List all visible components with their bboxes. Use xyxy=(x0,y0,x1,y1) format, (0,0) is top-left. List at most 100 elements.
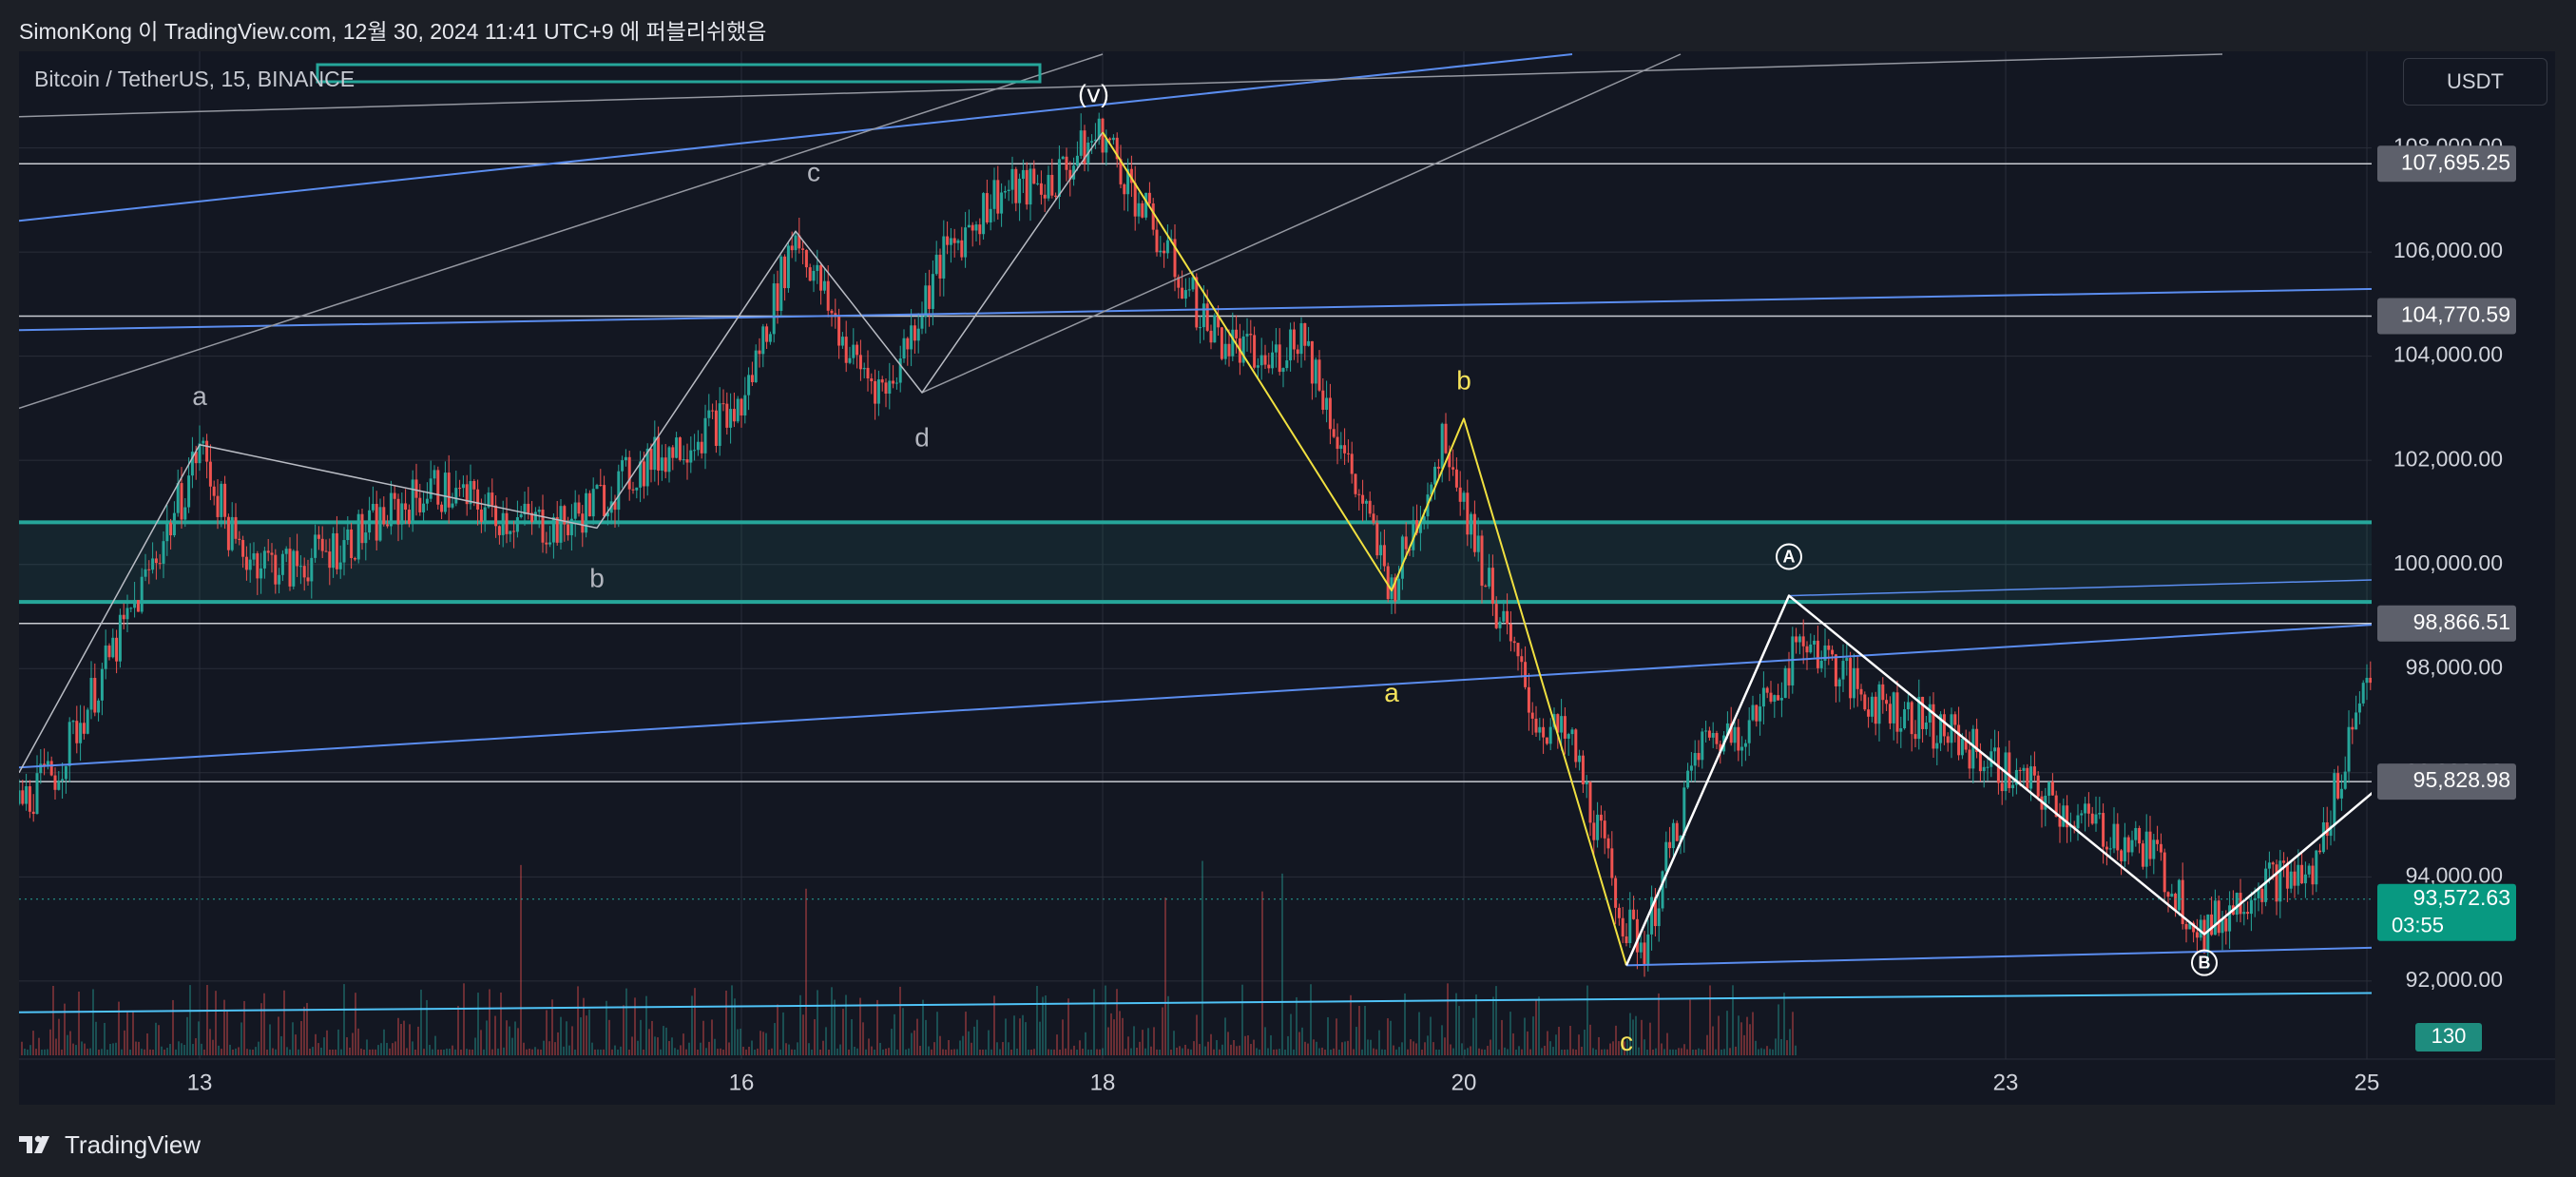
volume-bar xyxy=(223,999,225,1055)
level-price-text: 107,695.25 xyxy=(2401,149,2510,174)
tradingview-logo-icon[interactable] xyxy=(19,1133,55,1156)
candle-body xyxy=(53,775,57,790)
volume-bar xyxy=(1364,1005,1366,1055)
volume-bar xyxy=(440,1049,442,1055)
volume-bar xyxy=(1067,998,1069,1055)
candle-body xyxy=(1480,535,1484,587)
volume-bar xyxy=(32,1031,34,1055)
volume-bar xyxy=(1019,1018,1021,1055)
candle-body xyxy=(1986,766,1990,768)
candle-body xyxy=(2275,864,2278,902)
candle-body xyxy=(61,779,65,781)
volume-bar xyxy=(985,1049,987,1055)
volume-bar xyxy=(1070,1049,1072,1055)
volume-bar xyxy=(765,1032,767,1055)
candle-body xyxy=(1578,755,1582,762)
candle-body xyxy=(140,576,144,612)
volume-bar xyxy=(406,1048,408,1055)
candle-body xyxy=(848,357,852,363)
candle-body xyxy=(1588,781,1592,823)
candle-body xyxy=(1227,343,1231,357)
volume-bar xyxy=(1387,1018,1389,1055)
candle-body xyxy=(443,473,447,512)
candle-body xyxy=(1516,643,1520,657)
candle-body xyxy=(494,505,498,527)
candle-body xyxy=(292,550,296,587)
volume-bar xyxy=(289,1049,291,1055)
volume-bar xyxy=(551,999,553,1055)
candle-body xyxy=(1075,155,1079,166)
candle-body xyxy=(816,264,819,271)
candle-body xyxy=(360,513,364,544)
candle-body xyxy=(353,558,356,560)
candle-body xyxy=(1971,728,1975,769)
price-tick-label: 98,000.00 xyxy=(2406,654,2503,679)
candle-body xyxy=(1231,329,1235,357)
candle-body xyxy=(1209,330,1213,343)
candle-body xyxy=(2000,782,2004,792)
candle-body xyxy=(1195,277,1199,328)
candle-body xyxy=(1524,662,1528,687)
volume-bar xyxy=(238,1047,240,1055)
volume-bar xyxy=(517,1028,519,1055)
candle-body xyxy=(266,550,270,553)
volume-bar xyxy=(240,1022,242,1055)
candle-body xyxy=(1418,522,1422,533)
candle-body xyxy=(31,811,35,815)
circled-wave-label-text: A xyxy=(1783,547,1796,566)
volume-bar xyxy=(1723,1049,1725,1055)
candle-body xyxy=(2369,677,2373,684)
volume-bar xyxy=(172,999,174,1055)
volume-bar xyxy=(794,1049,796,1055)
volume-bar xyxy=(101,1049,103,1055)
volume-bar xyxy=(1418,1012,1420,1055)
volume-bar xyxy=(603,1049,605,1055)
volume-bar xyxy=(1239,1045,1240,1055)
time-tick-label: 18 xyxy=(1090,1070,1116,1095)
candle-body xyxy=(924,285,928,318)
candle-body xyxy=(635,487,639,491)
volume-bar xyxy=(491,1049,493,1055)
candle-body xyxy=(2156,839,2160,844)
volume-bar xyxy=(1626,1039,1628,1055)
volume-bar xyxy=(1729,1048,1731,1055)
candle-body xyxy=(587,492,591,517)
volume-bar xyxy=(1638,1047,1640,1055)
candle-body xyxy=(928,285,932,309)
candle-body xyxy=(967,224,971,228)
volume-bar xyxy=(1301,1027,1303,1055)
volume-bar xyxy=(680,1045,682,1055)
volume-bar xyxy=(1444,1037,1446,1055)
candle-body xyxy=(256,553,260,579)
volume-bar xyxy=(135,1041,137,1055)
volume-bar xyxy=(617,1050,619,1055)
volume-bar xyxy=(454,1049,456,1055)
footer-brand[interactable]: TradingView xyxy=(65,1129,202,1159)
candle-body xyxy=(411,479,414,524)
volume-bar xyxy=(397,1017,399,1055)
candle-body xyxy=(880,379,884,383)
candle-body xyxy=(732,409,736,422)
candle-body xyxy=(949,238,952,245)
currency-button[interactable]: USDT xyxy=(2403,58,2547,106)
candle-body xyxy=(1372,513,1375,523)
blue-channel-lower xyxy=(19,612,2555,769)
volume-bar xyxy=(520,864,522,1055)
candle-body xyxy=(2084,803,2087,814)
volume-bar xyxy=(1281,873,1283,1055)
candle-body xyxy=(342,540,346,563)
candle-body xyxy=(2282,860,2286,863)
price-chart[interactable]: abcdbac(ⅴ)ACBBAC1234592,000.0094,000.009… xyxy=(19,51,2555,1105)
marker-box xyxy=(316,63,1042,84)
candle-body xyxy=(1837,679,1841,686)
candle-body xyxy=(1520,656,1524,663)
volume-bar xyxy=(1250,1044,1252,1055)
volume-bar xyxy=(1361,1049,1363,1055)
volume-bar xyxy=(1293,1049,1295,1055)
candle-body xyxy=(952,238,956,243)
chart-pane[interactable]: abcdbac(ⅴ)ACBBAC1234592,000.0094,000.009… xyxy=(19,51,2555,1105)
candle-body xyxy=(1737,726,1740,751)
volume-bar xyxy=(1606,1049,1608,1055)
candle-body xyxy=(581,513,585,533)
candle-body xyxy=(852,344,855,358)
